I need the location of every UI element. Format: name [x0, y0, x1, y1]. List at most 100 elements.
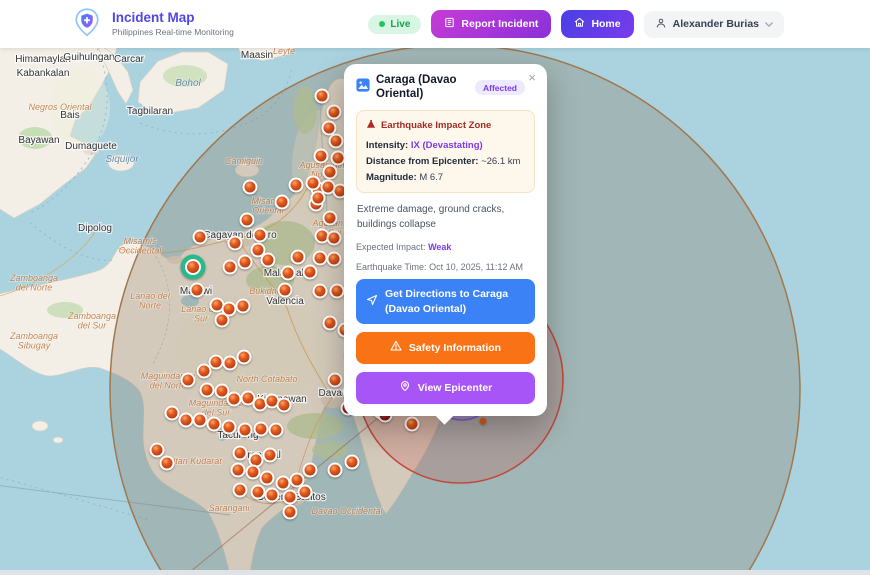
- earthquake-time-value: Oct 10, 2025, 11:12 AM: [429, 262, 523, 273]
- incident-marker[interactable]: [236, 349, 252, 365]
- incident-marker[interactable]: [326, 104, 342, 120]
- get-directions-button[interactable]: Get Directions to Caraga (Davao Oriental…: [356, 279, 535, 324]
- home-button[interactable]: Home: [561, 10, 634, 38]
- incident-marker[interactable]: [159, 455, 175, 471]
- live-dot-icon: [379, 21, 386, 27]
- incident-marker[interactable]: [221, 419, 237, 435]
- incident-marker[interactable]: [321, 120, 337, 136]
- close-icon[interactable]: ×: [528, 70, 536, 85]
- incident-marker[interactable]: [314, 88, 330, 104]
- incident-marker[interactable]: [404, 416, 420, 432]
- incident-marker[interactable]: [164, 405, 180, 421]
- earthquake-time-label: Earthquake Time:: [356, 262, 427, 273]
- incident-marker[interactable]: [180, 372, 196, 388]
- incident-marker[interactable]: [206, 416, 222, 432]
- incident-marker[interactable]: [268, 422, 284, 438]
- incident-marker[interactable]: [313, 148, 329, 164]
- incident-marker[interactable]: [327, 462, 343, 478]
- incident-marker[interactable]: [327, 372, 343, 388]
- incident-marker[interactable]: [320, 179, 336, 195]
- incident-marker[interactable]: [227, 235, 243, 251]
- incident-marker[interactable]: [302, 462, 318, 478]
- incident-marker[interactable]: [222, 259, 238, 275]
- incident-marker[interactable]: [240, 390, 256, 406]
- incident-marker[interactable]: [221, 301, 237, 317]
- incident-marker[interactable]: [196, 363, 212, 379]
- incident-marker[interactable]: [262, 447, 278, 463]
- incident-marker[interactable]: [312, 283, 328, 299]
- incident-marker[interactable]: [297, 484, 313, 500]
- incident-marker[interactable]: [189, 282, 205, 298]
- incident-marker[interactable]: [209, 297, 225, 313]
- incident-marker[interactable]: [250, 242, 266, 258]
- incident-marker[interactable]: [232, 445, 248, 461]
- incident-marker[interactable]: [264, 487, 280, 503]
- incident-marker[interactable]: [344, 454, 360, 470]
- incident-marker[interactable]: [239, 212, 255, 228]
- incident-marker[interactable]: [178, 412, 194, 428]
- incident-marker[interactable]: [305, 175, 321, 191]
- incident-marker[interactable]: [260, 252, 276, 268]
- incident-marker[interactable]: [302, 264, 318, 280]
- incident-marker[interactable]: [259, 470, 275, 486]
- distance-value: ~26.1 km: [481, 155, 521, 167]
- incident-marker[interactable]: [282, 504, 298, 520]
- incident-marker[interactable]: [222, 355, 238, 371]
- incident-marker[interactable]: [252, 396, 268, 412]
- incident-marker[interactable]: [264, 393, 280, 409]
- incident-marker[interactable]: [237, 422, 253, 438]
- incident-marker[interactable]: [248, 452, 264, 468]
- incident-marker[interactable]: [274, 194, 290, 210]
- incident-marker[interactable]: [277, 282, 293, 298]
- incident-marker[interactable]: [322, 164, 338, 180]
- incident-marker[interactable]: [326, 251, 342, 267]
- incident-marker[interactable]: [289, 472, 305, 488]
- incident-marker[interactable]: [290, 249, 306, 265]
- incident-marker[interactable]: [326, 230, 342, 246]
- incident-marker[interactable]: [199, 382, 215, 398]
- incident-marker[interactable]: [310, 190, 326, 206]
- incident-marker[interactable]: [275, 475, 291, 491]
- incident-marker[interactable]: [232, 482, 248, 498]
- report-incident-button[interactable]: Report Incident: [431, 10, 552, 38]
- safety-information-button[interactable]: Safety Information: [356, 331, 535, 364]
- incident-marker[interactable]: [328, 133, 344, 149]
- incident-marker[interactable]: [312, 250, 328, 266]
- incident-marker[interactable]: [288, 177, 304, 193]
- incident-marker[interactable]: [253, 421, 269, 437]
- aftershock-dot-marker[interactable]: [479, 417, 487, 425]
- camiguin-island: [234, 162, 260, 178]
- incident-marker[interactable]: [192, 412, 208, 428]
- incident-marker[interactable]: [214, 312, 230, 328]
- map-label: Himamaylan: [15, 54, 71, 65]
- map-label: Maguindanao del Sur: [189, 398, 244, 418]
- incident-marker[interactable]: [276, 397, 292, 413]
- damage-description: Extreme damage, ground cracks, buildings…: [357, 204, 505, 230]
- incident-marker[interactable]: [250, 484, 266, 500]
- incident-marker[interactable]: [330, 150, 346, 166]
- incident-marker[interactable]: [280, 265, 296, 281]
- incident-marker[interactable]: [235, 298, 251, 314]
- incident-marker[interactable]: [245, 464, 261, 480]
- incident-marker[interactable]: [282, 489, 298, 505]
- selected-incident-marker[interactable]: [180, 254, 206, 280]
- status-badge: Affected: [474, 80, 525, 96]
- incident-marker[interactable]: [208, 354, 224, 370]
- incident-marker[interactable]: [214, 383, 230, 399]
- view-epicenter-button[interactable]: View Epicenter: [356, 372, 535, 405]
- map-label: Negros Oriental: [28, 102, 92, 112]
- incident-marker[interactable]: [230, 462, 246, 478]
- map-label: Lanao del Sur: [181, 304, 222, 324]
- incident-marker[interactable]: [329, 283, 345, 299]
- incident-marker[interactable]: [314, 228, 330, 244]
- impact-zone-heading: Earthquake Impact Zone: [381, 119, 492, 131]
- incident-marker[interactable]: [322, 210, 338, 226]
- incident-marker[interactable]: [242, 179, 258, 195]
- incident-marker[interactable]: [252, 227, 268, 243]
- incident-marker[interactable]: [192, 229, 208, 245]
- user-menu[interactable]: Alexander Burias: [643, 10, 784, 38]
- incident-marker[interactable]: [149, 442, 165, 458]
- incident-marker[interactable]: [322, 315, 338, 331]
- incident-marker[interactable]: [226, 391, 242, 407]
- incident-marker[interactable]: [237, 254, 253, 270]
